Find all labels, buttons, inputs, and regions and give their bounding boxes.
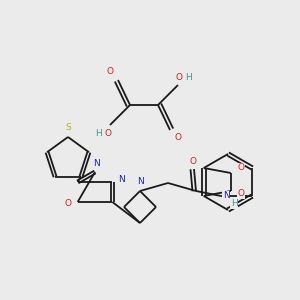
Text: S: S <box>65 124 71 133</box>
Text: N: N <box>223 191 230 200</box>
Text: O: O <box>237 164 244 172</box>
Text: N: N <box>136 178 143 187</box>
Text: O: O <box>190 157 196 166</box>
Text: O: O <box>104 128 112 137</box>
Text: N: N <box>93 158 99 167</box>
Text: H: H <box>184 73 191 82</box>
Text: N: N <box>118 175 125 184</box>
Text: O: O <box>64 199 71 208</box>
Text: H: H <box>231 200 237 208</box>
Text: H: H <box>94 128 101 137</box>
Text: O: O <box>176 73 182 82</box>
Text: O: O <box>106 68 113 76</box>
Text: O: O <box>175 134 182 142</box>
Text: O: O <box>237 190 244 199</box>
